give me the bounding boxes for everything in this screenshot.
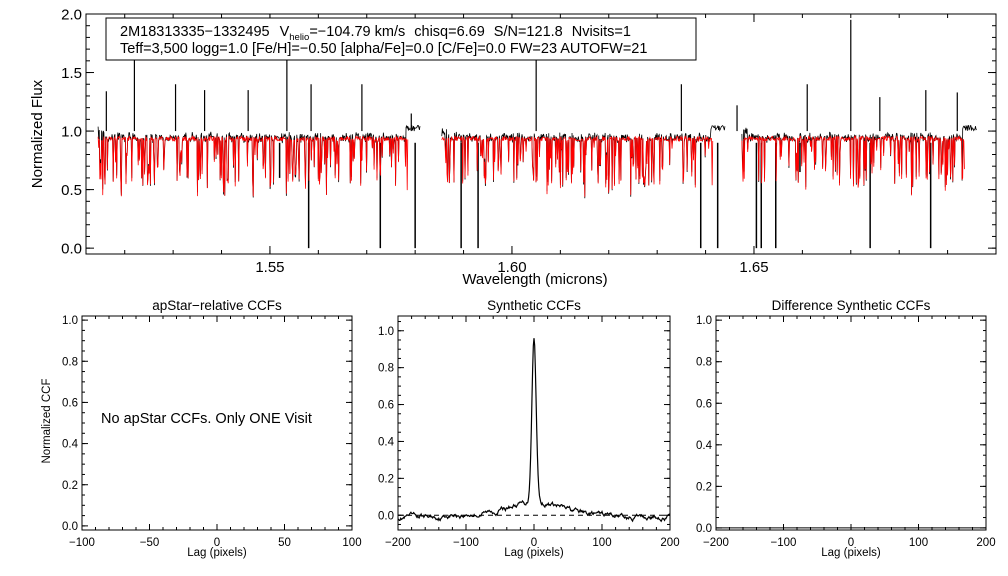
apstar-ccf-x-tick-label: −50 (140, 537, 160, 549)
spectrum-plot-frame (85, 13, 997, 255)
spectrum-y-tick-label: 0.5 (61, 182, 82, 199)
difference-ccf-panel: Difference Synthetic CCFs −200 −100 0 100 20… (696, 298, 996, 559)
apstar-ccf-x-tick-label: 50 (278, 537, 291, 549)
spectrum-x-tick-label: 1.60 (497, 259, 526, 276)
velocity-subscript: helio (289, 32, 309, 43)
apstar-ccf-y-tick-label: 0.4 (62, 439, 79, 451)
synthetic-ccf-y-tick-label: 0.4 (378, 436, 395, 448)
apstar-ccf-x-label: Lag (pixels) (187, 547, 247, 559)
synthetic-ccf-x-tick-label: 0 (531, 537, 537, 549)
difference-ccf-x-tick-label: −100 (771, 537, 797, 549)
model-spectrum-segment (741, 134, 965, 196)
apstar-ccf-x-tick-label: 0 (214, 537, 220, 549)
difference-ccf-y-tick-label: 0.2 (696, 481, 712, 493)
spectrum-x-label: Wavelength (microns) (462, 271, 607, 288)
synthetic-ccf-curve (397, 338, 671, 523)
difference-ccf-axes: −200 −100 0 100 200 0.0 0.2 0.4 0.6 0.8 1.0 (696, 315, 996, 549)
spectrum-y-tick-label: 1.5 (61, 65, 82, 82)
apstar-ccf-panel: apStar−relative CCFs −100 −50 0 50 100 0.0 0.2… (41, 298, 362, 559)
spectrum-header-line-1: 2M18313335−1332495 Vhelio=−104.79 km/s chi… (120, 24, 631, 43)
snr-value: S/N=121.8 (494, 24, 563, 40)
synthetic-ccf-x-tick-label: 200 (660, 537, 679, 549)
synthetic-ccf-axes: −200 −100 0 100 200 0.0 0.2 0.4 0.6 0.8 1.0 (378, 316, 680, 549)
synthetic-ccf-frame (397, 315, 671, 531)
apstar-ccf-y-tick-label: 0.2 (62, 480, 78, 492)
difference-ccf-y-tick-label: 0.6 (696, 398, 712, 410)
synthetic-ccf-x-label: Lag (pixels) (504, 547, 564, 559)
synthetic-ccf-y-tick-label: 1.0 (378, 326, 394, 338)
observed-spectrum-segment (97, 124, 421, 198)
velocity-value: =−104.79 km/s (309, 24, 405, 40)
apstar-ccf-x-tick-label: −100 (69, 537, 95, 549)
difference-ccf-x-tick-label: −200 (703, 537, 729, 549)
synthetic-ccf-x-tick-label: 100 (592, 537, 611, 549)
difference-ccf-x-label: Lag (pixels) (821, 547, 881, 559)
difference-ccf-frame (715, 315, 987, 531)
apstar-ccf-axes: −100 −50 0 50 100 0.0 0.2 0.4 0.6 0.8 1.0 (62, 315, 362, 549)
spectrum-x-tick-label: 1.65 (739, 259, 768, 276)
synthetic-ccf-y-tick-label: 0.8 (378, 363, 394, 375)
synthetic-ccf-y-tick-label: 0.6 (378, 400, 394, 412)
ccf-y-label: Normalized CCF (41, 379, 53, 464)
apstar-ccf-title: apStar−relative CCFs (152, 298, 282, 313)
difference-ccf-y-tick-label: 0.8 (696, 357, 712, 369)
apstar-ccf-y-tick-label: 0.6 (62, 397, 78, 409)
synthetic-ccf-panel: Synthetic CCFs −200 −100 0 100 200 0.0 0.2 0.4 0… (378, 298, 680, 559)
nvisits-value: Nvisits=1 (572, 24, 631, 40)
synthetic-ccf-polyline (397, 338, 671, 523)
apstar-ccf-y-tick-label: 1.0 (62, 315, 78, 327)
velocity-label: V (280, 24, 290, 40)
difference-ccf-title: Difference Synthetic CCFs (772, 298, 931, 313)
stellar-parameters: Teff=3,500 logg=1.0 [Fe/H]=−0.50 [alpha/… (120, 41, 647, 57)
synthetic-ccf-x-tick-label: −100 (453, 537, 479, 549)
spectrum-x-tick-label: 1.55 (255, 259, 284, 276)
difference-ccf-y-tick-label: 0.4 (696, 440, 713, 452)
synthetic-ccf-x-tick-label: −200 (385, 537, 411, 549)
synthetic-ccf-y-tick-label: 0.2 (378, 473, 394, 485)
spectrum-y-label: Normalized Flux (29, 79, 46, 188)
spectrum-y-tick-label: 2.0 (61, 6, 82, 23)
apstar-ccf-x-tick-label: 100 (342, 537, 361, 549)
difference-ccf-x-tick-label: 100 (909, 537, 928, 549)
spectrum-y-tick-label: 0.0 (61, 240, 82, 257)
spectrum-y-tick-label: 1.0 (61, 123, 82, 140)
difference-ccf-x-tick-label: 0 (848, 537, 854, 549)
difference-ccf-x-tick-label: 200 (976, 537, 995, 549)
spectrum-header-box (105, 17, 697, 61)
model-spectrum-segment (441, 135, 714, 197)
model-spectrum-segment (97, 134, 409, 197)
apstar-ccf-y-tick-label: 0.0 (62, 521, 78, 533)
synthetic-ccf-y-tick-label: 0.0 (378, 510, 394, 522)
synthetic-ccf-title: Synthetic CCFs (487, 298, 581, 313)
apstar-ccf-annotation: No apStar CCFs. Only ONE Visit (101, 411, 312, 427)
star-id: 2M18313335−1332495 (120, 24, 270, 40)
apstar-ccf-y-tick-label: 0.8 (62, 356, 78, 368)
difference-ccf-y-tick-label: 0.0 (696, 523, 712, 535)
spectrum-axes: 1.55 1.60 1.65 0.0 0.5 1.0 1.5 2.0 (61, 6, 996, 276)
model-spectrum-line (97, 134, 965, 197)
spectrum-panel: 1.55 1.60 1.65 0.0 0.5 1.0 1.5 2.0 Wavelength (… (29, 6, 997, 288)
chisq-value: chisq=6.69 (414, 24, 485, 40)
difference-ccf-y-tick-label: 1.0 (696, 315, 712, 327)
